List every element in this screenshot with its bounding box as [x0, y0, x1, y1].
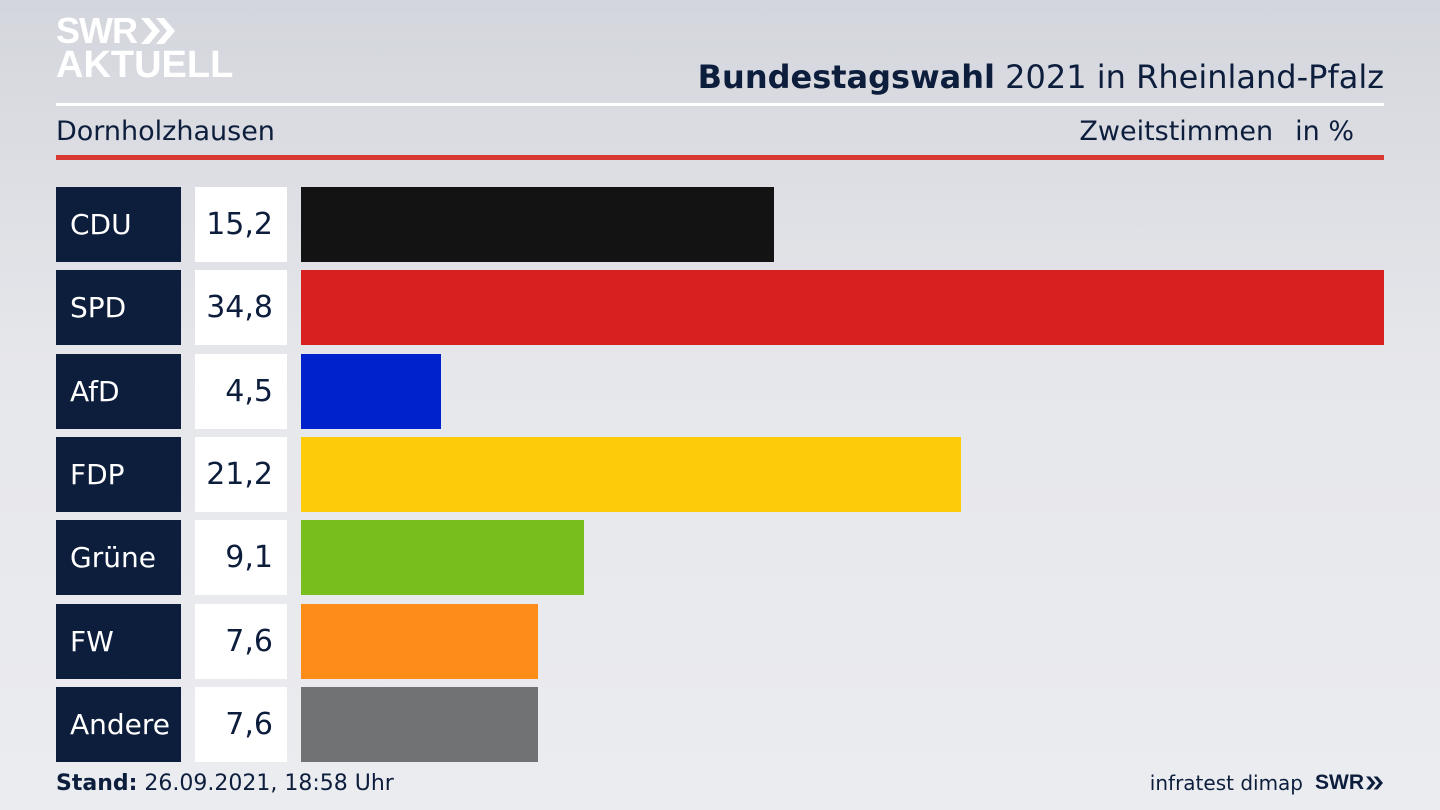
party-label: AfD — [56, 354, 181, 429]
party-label: Grüne — [56, 520, 181, 595]
stand-label: Stand: — [56, 771, 138, 796]
region-name: Dornholzhausen — [56, 116, 275, 147]
party-label: CDU — [56, 187, 181, 262]
title-bold: Bundestagswahl — [697, 58, 995, 96]
swr-aktuell-logo: SWR AKTUELL — [56, 10, 234, 86]
chart-title: Bundestagswahl 2021 in Rheinland-Pfalz — [698, 58, 1384, 96]
bar — [301, 687, 538, 762]
bar — [301, 520, 584, 595]
title-divider — [56, 103, 1384, 106]
value-label: 15,2 — [195, 187, 287, 262]
bar-row: FW 7,6 — [56, 604, 1384, 679]
bar-row: FDP 21,2 — [56, 437, 1384, 512]
bar-row: CDU 15,2 — [56, 187, 1384, 262]
bar — [301, 604, 538, 679]
measure-name: Zweitstimmen — [1079, 116, 1274, 147]
stand-value: 26.09.2021, 18:58 Uhr — [137, 771, 394, 796]
bar-row: Grüne 9,1 — [56, 520, 1384, 595]
value-label: 34,8 — [195, 270, 287, 345]
value-label: 7,6 — [195, 604, 287, 679]
accent-divider — [56, 155, 1384, 160]
bar-row: AfD 4,5 — [56, 354, 1384, 429]
source-name: infratest dimap — [1149, 771, 1303, 795]
swr-small-logo: SWR — [1315, 771, 1384, 795]
bar — [301, 270, 1384, 345]
unit-label: in % — [1295, 116, 1354, 147]
party-label: FW — [56, 604, 181, 679]
timestamp: Stand: 26.09.2021, 18:58 Uhr — [56, 771, 394, 796]
bar-chart: CDU 15,2 SPD 34,8 AfD 4,5 FDP 21,2 Grüne 9,1 FW 7,6… — [56, 187, 1384, 762]
bar-row: SPD 34,8 — [56, 270, 1384, 345]
value-label: 7,6 — [195, 687, 287, 762]
logo-line1: SWR — [56, 10, 138, 51]
bar — [301, 437, 961, 512]
measure-label: Zweitstimmen in % — [1079, 116, 1354, 147]
value-label: 21,2 — [195, 437, 287, 512]
party-label: SPD — [56, 270, 181, 345]
party-label: FDP — [56, 437, 181, 512]
value-label: 9,1 — [195, 520, 287, 595]
logo-line2: AKTUELL — [56, 44, 234, 86]
title-rest: 2021 in Rheinland-Pfalz — [995, 58, 1384, 96]
double-chevron-small-icon — [1366, 776, 1383, 790]
party-label: Andere — [56, 687, 181, 762]
bar — [301, 354, 441, 429]
bar-row: Andere 7,6 — [56, 687, 1384, 762]
value-label: 4,5 — [195, 354, 287, 429]
swr-small-text: SWR — [1315, 771, 1364, 794]
double-chevron-icon — [141, 18, 175, 44]
source-credit: infratest dimap SWR — [1150, 771, 1384, 795]
bar — [301, 187, 774, 262]
